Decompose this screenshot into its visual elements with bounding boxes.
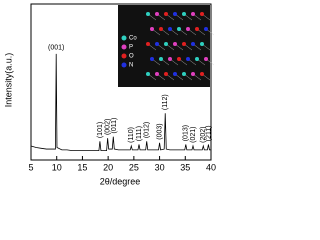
x-tick-label: 30: [155, 162, 165, 172]
atom: [200, 42, 204, 46]
x-axis-label: 2θ/degree: [100, 176, 141, 186]
atom: [182, 12, 186, 16]
inset-structure: Co PON: [118, 5, 215, 87]
x-tick-label: 15: [77, 162, 87, 172]
peak-label: (001): [48, 45, 64, 52]
atom: [150, 57, 154, 61]
peak-label: (002): [104, 119, 111, 135]
atom: [146, 12, 150, 16]
legend-marker: [121, 44, 127, 50]
atom: [177, 27, 181, 31]
peak-label: (111): [136, 126, 143, 141]
atom: [186, 27, 190, 31]
x-tick-label: 20: [103, 162, 113, 172]
atom: [200, 72, 204, 76]
x-tick-label: 40: [206, 162, 216, 172]
atom: [168, 27, 172, 31]
atom: [159, 57, 163, 61]
atom: [164, 42, 168, 46]
atom: [155, 72, 159, 76]
atom: [150, 27, 154, 31]
atom: [173, 72, 177, 76]
peak-label: (110): [128, 127, 135, 143]
atom: [164, 72, 168, 76]
legend-label: P: [129, 45, 133, 51]
atom: [177, 57, 181, 61]
peak-label: (211): [205, 125, 212, 141]
atom: [159, 27, 163, 31]
x-tick-label: 5: [28, 162, 33, 172]
chart: 2θ/degree Intensity(a.u.) Co PON 5 10 15 20 2…: [3, 3, 216, 186]
atom: [191, 12, 195, 16]
atom: [164, 12, 168, 16]
peak-label: (013): [183, 125, 190, 141]
y-axis-label: Intensity(a.u.): [3, 53, 13, 108]
atom: [168, 57, 172, 61]
atom: [195, 27, 199, 31]
peak-label: (112): [162, 94, 169, 110]
legend-marker: [121, 53, 127, 59]
peak-label: (021): [190, 126, 197, 142]
legend-label: Co: [129, 36, 137, 42]
atom: [186, 57, 190, 61]
atom: [173, 12, 177, 16]
peak-label: (202): [200, 126, 207, 142]
legend-label: O: [129, 54, 134, 60]
xrd-line: [30, 53, 211, 152]
atom: [155, 12, 159, 16]
peak-label: (101): [97, 122, 104, 138]
atom: [204, 57, 208, 61]
peak-label: (011): [111, 118, 118, 134]
atom: [204, 27, 208, 31]
atom: [195, 57, 199, 61]
peak-label: (012): [144, 122, 151, 138]
atom: [200, 12, 204, 16]
atom: [182, 72, 186, 76]
atom: [146, 42, 150, 46]
atom: [173, 42, 177, 46]
x-tick-label: 25: [129, 162, 139, 172]
peak-label: (003): [156, 123, 163, 139]
atom: [191, 72, 195, 76]
legend-marker: [121, 35, 127, 41]
x-tick-label: 10: [52, 162, 62, 172]
x-tick-label: 35: [180, 162, 190, 172]
atom: [155, 42, 159, 46]
plot-frame: [30, 3, 212, 161]
legend-marker: [121, 62, 127, 68]
legend-label: N: [129, 63, 133, 69]
atom: [146, 72, 150, 76]
atom: [182, 42, 186, 46]
atom: [191, 42, 195, 46]
